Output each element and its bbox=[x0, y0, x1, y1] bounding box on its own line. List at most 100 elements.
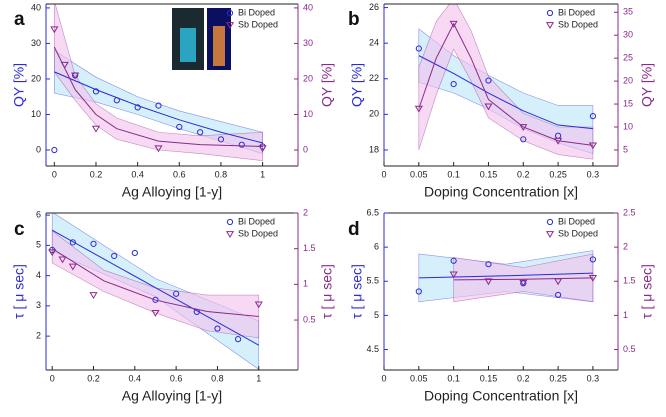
y-axis-label: τ [ μ sec] bbox=[349, 264, 365, 319]
data-point bbox=[589, 113, 597, 120]
data-point bbox=[155, 102, 162, 109]
data-point bbox=[48, 249, 57, 257]
y-tick-label: 40 bbox=[31, 2, 41, 12]
data-point bbox=[91, 125, 101, 133]
x-tick-label: 0.2 bbox=[87, 373, 100, 383]
data-point bbox=[197, 129, 204, 136]
y-tick-label: 6 bbox=[374, 242, 379, 252]
y-tick-label: 20 bbox=[31, 73, 41, 83]
legend-marker bbox=[226, 218, 234, 226]
data-point bbox=[58, 256, 67, 264]
legend-label: Sb Doped bbox=[558, 228, 598, 238]
x-tick-label: 0.05 bbox=[410, 373, 428, 383]
y2-tick-label: 15 bbox=[623, 98, 633, 108]
data-point bbox=[71, 72, 80, 80]
fit-line bbox=[418, 55, 593, 130]
data-point bbox=[92, 88, 100, 95]
data-point bbox=[484, 278, 493, 286]
y2-axis-label: τ [ μ sec] bbox=[319, 264, 335, 319]
y2-tick-label: 40 bbox=[303, 2, 313, 12]
legend-marker bbox=[546, 9, 554, 17]
y2-tick-label: 2 bbox=[303, 207, 308, 217]
y-tick-label: 24 bbox=[369, 38, 379, 48]
legend-label: Bi Doped bbox=[238, 7, 275, 17]
fit-line bbox=[453, 277, 593, 281]
data-point bbox=[484, 103, 493, 111]
y-tick-label: 20 bbox=[369, 109, 379, 119]
data-point bbox=[449, 20, 458, 28]
data-point bbox=[485, 261, 492, 268]
y2-tick-label: 30 bbox=[623, 30, 633, 40]
x-tick-label: 0.15 bbox=[480, 169, 498, 179]
x-tick-label: 0.1 bbox=[447, 373, 460, 383]
x-tick-label: 1 bbox=[260, 169, 265, 179]
x-tick-label: 0.3 bbox=[587, 169, 600, 179]
panel-label: a bbox=[14, 9, 25, 30]
legend-label: Sb Doped bbox=[558, 19, 598, 29]
confidence-band bbox=[418, 4, 594, 160]
plot-area bbox=[414, 4, 598, 160]
y-tick-label: 10 bbox=[31, 109, 41, 119]
x-tick-label: 0.25 bbox=[549, 169, 567, 179]
data-point bbox=[588, 274, 598, 282]
x-tick-label: 0 bbox=[50, 373, 55, 383]
panel-label: d bbox=[348, 219, 360, 240]
data-point bbox=[152, 296, 159, 303]
y-axis-label: QY [%] bbox=[11, 63, 27, 107]
data-point bbox=[414, 105, 423, 113]
data-point bbox=[238, 141, 245, 148]
data-point bbox=[555, 291, 562, 299]
fit-line bbox=[418, 22, 593, 146]
y2-tick-label: 10 bbox=[303, 109, 313, 119]
data-point bbox=[131, 249, 138, 257]
x-tick-label: 0.6 bbox=[170, 373, 183, 383]
legend-marker bbox=[225, 22, 235, 29]
legend-marker bbox=[545, 231, 555, 238]
x-axis-label: Ag Alloying [1-y] bbox=[122, 388, 222, 404]
x-tick-label: 1 bbox=[256, 373, 261, 383]
data-point bbox=[50, 26, 59, 34]
x-tick-label: 0.2 bbox=[90, 169, 103, 179]
data-point bbox=[588, 142, 598, 150]
x-tick-label: 0.15 bbox=[480, 373, 498, 383]
panel-label: c bbox=[14, 219, 25, 240]
y-tick-label: 5.5 bbox=[366, 276, 379, 286]
y2-tick-label: 0.5 bbox=[623, 344, 636, 354]
x-axis-label: Doping Concentration [x] bbox=[424, 388, 578, 404]
data-point bbox=[113, 97, 120, 104]
panel-label: b bbox=[348, 9, 360, 30]
y2-tick-label: 10 bbox=[623, 121, 633, 131]
x-axis-label: Ag Alloying [1-y] bbox=[122, 184, 222, 200]
fit-line bbox=[51, 248, 259, 317]
y-tick-label: 5 bbox=[36, 240, 41, 250]
data-point bbox=[520, 136, 527, 143]
data-point bbox=[151, 310, 160, 317]
y-tick-label: 3 bbox=[36, 300, 41, 310]
x-tick-label: 0.1 bbox=[447, 169, 460, 179]
y-tick-label: 2 bbox=[36, 330, 41, 340]
fit-line bbox=[54, 71, 263, 144]
y-tick-label: 26 bbox=[369, 2, 379, 12]
data-point bbox=[450, 257, 457, 264]
confidence-band bbox=[453, 253, 594, 303]
data-point bbox=[60, 61, 69, 69]
data-point bbox=[134, 104, 141, 111]
x-tick-label: 0.05 bbox=[410, 169, 428, 179]
data-point bbox=[258, 145, 267, 153]
y2-tick-label: 0 bbox=[303, 144, 308, 154]
x-tick-label: 0 bbox=[381, 373, 386, 383]
data-point bbox=[90, 240, 97, 247]
legend-label: Bi Doped bbox=[238, 216, 275, 226]
legend-marker bbox=[225, 231, 235, 238]
data-point bbox=[69, 239, 76, 246]
data-point bbox=[111, 252, 118, 260]
y2-tick-label: 5 bbox=[623, 144, 628, 154]
y-tick-label: 0 bbox=[36, 144, 41, 154]
data-point bbox=[217, 136, 225, 143]
y-tick-label: 30 bbox=[31, 38, 41, 48]
legend-marker bbox=[226, 9, 234, 17]
data-point bbox=[450, 81, 457, 88]
x-tick-label: 0.2 bbox=[517, 169, 530, 179]
y2-tick-label: 25 bbox=[623, 53, 633, 63]
